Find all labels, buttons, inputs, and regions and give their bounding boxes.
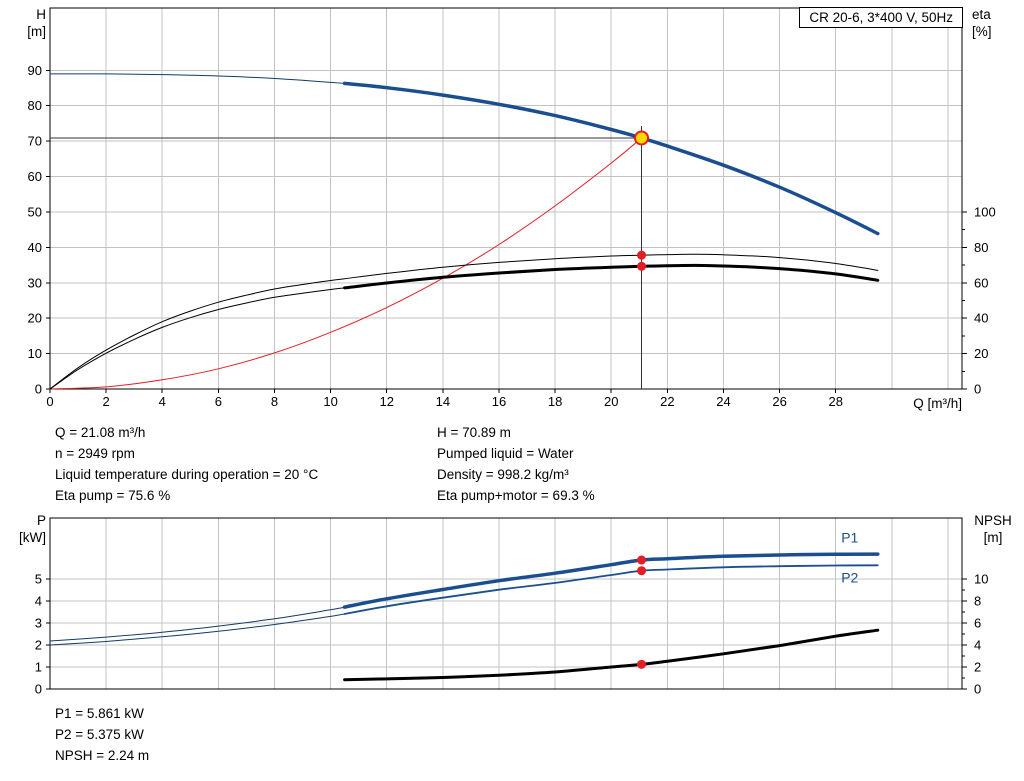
- svg-text:0: 0: [46, 394, 53, 409]
- eta-axis-letter: eta: [972, 7, 991, 22]
- info-head: H = 70.89 m: [437, 425, 511, 440]
- info-speed: n = 2949 rpm: [55, 446, 135, 461]
- info-p2: P2 = 5.375 kW: [55, 727, 144, 742]
- svg-text:1: 1: [35, 659, 42, 674]
- svg-text:8: 8: [974, 594, 981, 609]
- svg-text:28: 28: [828, 394, 842, 409]
- info-npsh: NPSH = 2.24 m: [55, 748, 150, 763]
- svg-text:30: 30: [28, 275, 42, 290]
- npsh-axis-letter: NPSH: [974, 513, 1012, 528]
- pump-model-title: CR 20-6, 3*400 V, 50Hz: [799, 7, 963, 28]
- svg-text:0: 0: [35, 382, 42, 397]
- svg-text:0: 0: [35, 682, 42, 697]
- svg-text:10: 10: [28, 346, 42, 361]
- info-pumped-liquid: Pumped liquid = Water: [437, 446, 574, 461]
- svg-text:22: 22: [660, 394, 674, 409]
- svg-text:14: 14: [436, 394, 450, 409]
- info-density: Density = 998.2 kg/m³: [437, 467, 569, 482]
- svg-text:100: 100: [974, 204, 996, 219]
- qh-eta-chart: 0 2 4 6 8 10 12 14 16 18 20 22 24 26 28010203040506070…: [28, 7, 996, 409]
- svg-text:20: 20: [604, 394, 618, 409]
- p-axis-letter: P: [36, 513, 46, 528]
- svg-text:60: 60: [974, 275, 988, 290]
- duty-info-right-column: H = 70.89 m Pumped liquid = Water Densit…: [437, 422, 595, 506]
- info-liquid-temperature: Liquid temperature during operation = 20…: [55, 467, 319, 482]
- svg-text:4: 4: [974, 638, 981, 653]
- svg-text:80: 80: [28, 98, 42, 113]
- h-axis-unit: [m]: [27, 24, 46, 39]
- svg-text:4: 4: [35, 593, 42, 608]
- svg-text:5: 5: [35, 571, 42, 586]
- q-axis-title: Q [m³/h]: [913, 396, 962, 411]
- p-axis-unit: [kW]: [19, 530, 46, 545]
- svg-text:16: 16: [492, 394, 506, 409]
- svg-text:6: 6: [215, 394, 222, 409]
- svg-text:3: 3: [35, 615, 42, 630]
- power-npsh-chart: 0 1 2 3 4 5 0 2 4 6 8 10 P1 P2: [35, 517, 988, 697]
- info-p1: P1 = 5.861 kW: [55, 706, 144, 721]
- svg-text:18: 18: [548, 394, 562, 409]
- svg-text:60: 60: [28, 169, 42, 184]
- svg-text:2: 2: [974, 660, 981, 675]
- svg-text:P2: P2: [841, 569, 858, 585]
- svg-text:40: 40: [28, 240, 42, 255]
- duty-info-left-column: Q = 21.08 m³/h n = 2949 rpm Liquid tempe…: [55, 422, 318, 506]
- svg-text:2: 2: [103, 394, 110, 409]
- svg-text:26: 26: [772, 394, 786, 409]
- svg-text:10: 10: [974, 572, 988, 587]
- svg-text:0: 0: [974, 382, 981, 397]
- svg-text:6: 6: [974, 616, 981, 631]
- info-flow: Q = 21.08 m³/h: [55, 425, 146, 440]
- svg-text:80: 80: [974, 240, 988, 255]
- npsh-axis-title: NPSH [m]: [966, 512, 1020, 546]
- p-axis-title: P [kW]: [0, 512, 46, 546]
- npsh-axis-unit: [m]: [983, 530, 1003, 545]
- svg-text:8: 8: [271, 394, 278, 409]
- info-eta-pump-motor: Eta pump+motor = 69.3 %: [437, 488, 595, 503]
- eta-axis-unit: [%]: [972, 24, 992, 39]
- svg-text:50: 50: [28, 204, 42, 219]
- h-axis-title: H [m]: [0, 6, 46, 40]
- info-eta-pump: Eta pump = 75.6 %: [55, 488, 171, 503]
- svg-text:12: 12: [380, 394, 394, 409]
- svg-text:P1: P1: [841, 530, 858, 546]
- svg-text:24: 24: [716, 394, 730, 409]
- svg-text:2: 2: [35, 637, 42, 652]
- svg-text:4: 4: [159, 394, 166, 409]
- svg-text:10: 10: [323, 394, 337, 409]
- svg-text:40: 40: [974, 311, 988, 326]
- power-npsh-info: P1 = 5.861 kW P2 = 5.375 kW NPSH = 2.24 …: [55, 703, 149, 766]
- h-axis-letter: H: [36, 7, 46, 22]
- svg-text:70: 70: [28, 134, 42, 149]
- svg-text:90: 90: [28, 63, 42, 78]
- svg-text:20: 20: [974, 346, 988, 361]
- svg-text:0: 0: [974, 682, 981, 697]
- svg-text:20: 20: [28, 311, 42, 326]
- eta-axis-title: eta [%]: [972, 6, 1022, 40]
